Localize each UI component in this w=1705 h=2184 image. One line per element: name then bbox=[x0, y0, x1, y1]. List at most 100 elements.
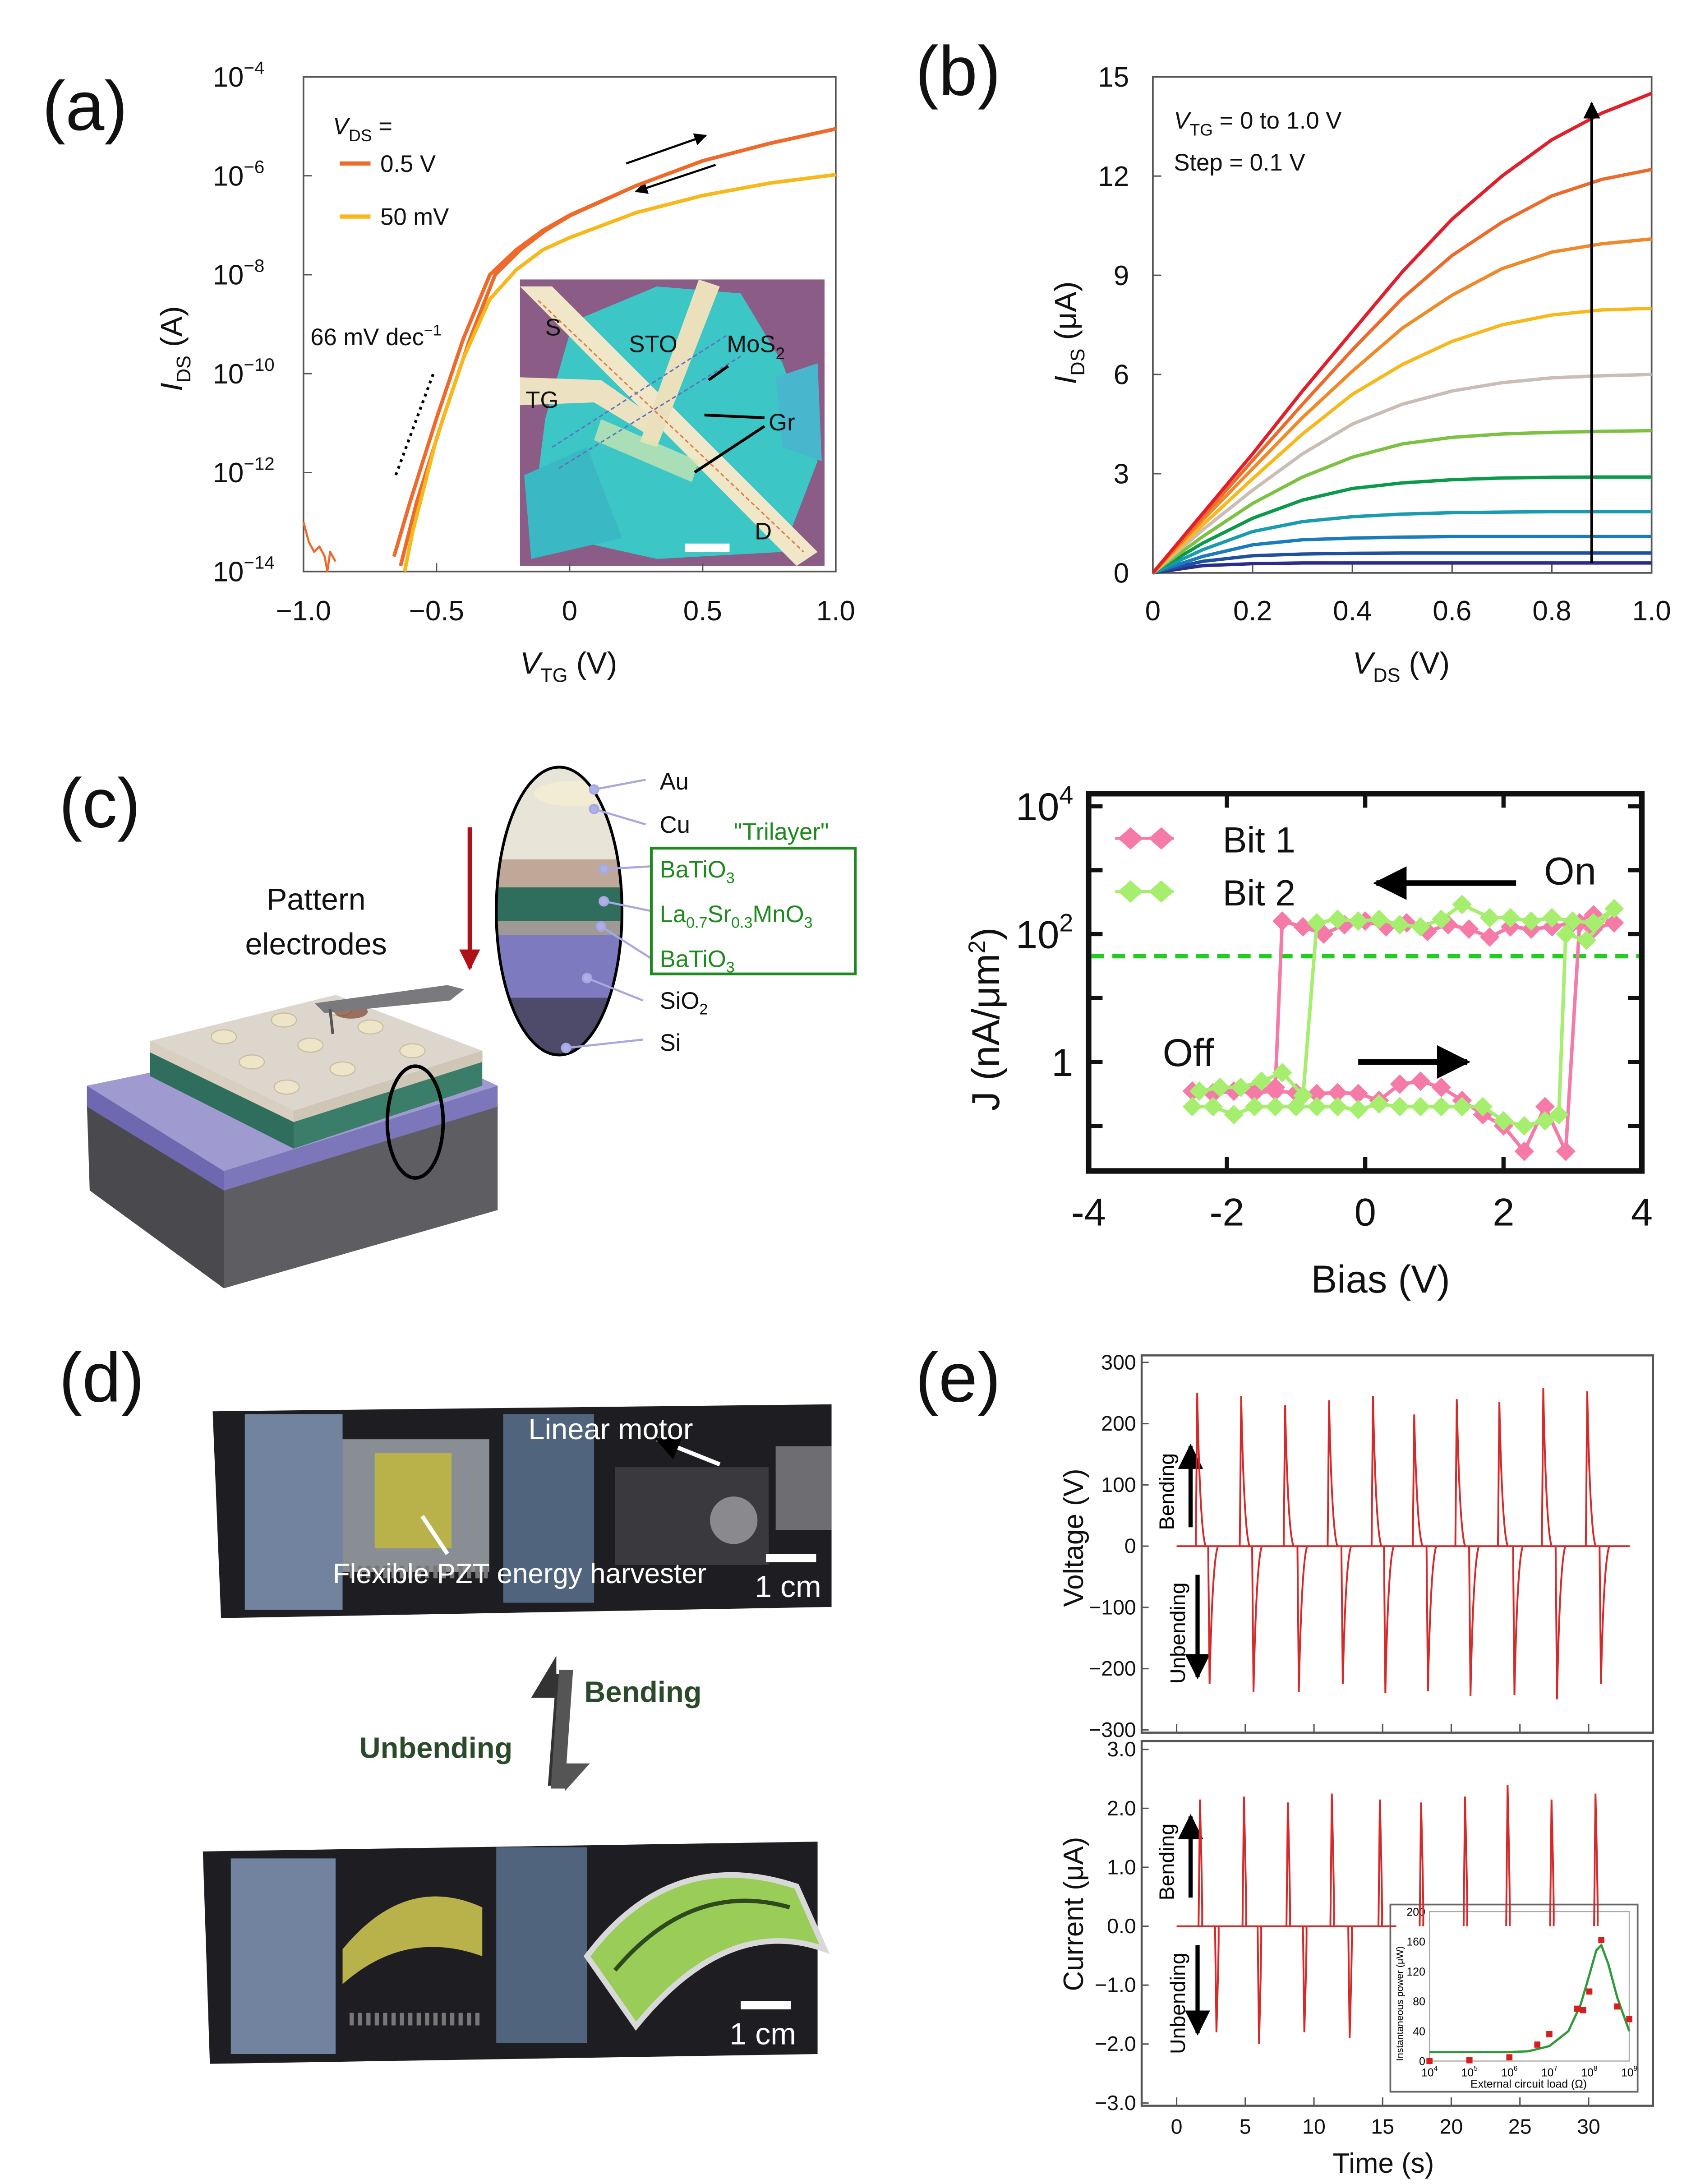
y-tick-label-a: 10−6 bbox=[212, 157, 264, 192]
x-tick-label-time: 5 bbox=[1240, 2115, 1251, 2138]
data-marker-bit-2 bbox=[1203, 1097, 1223, 1117]
series-line-b-7 bbox=[1152, 306, 1652, 574]
inset-data-point bbox=[1614, 2003, 1621, 2010]
y-tick-label-a: 10−10 bbox=[212, 355, 274, 390]
x-tick-label-c: 0 bbox=[1355, 1190, 1376, 1234]
series-line-b-10 bbox=[1152, 92, 1653, 574]
data-marker-bit-1 bbox=[1431, 1077, 1452, 1097]
unbending-label: Unbending bbox=[359, 1731, 513, 1764]
current-spike-positive bbox=[1329, 1793, 1335, 1926]
data-marker-bit-1 bbox=[1479, 927, 1500, 947]
data-marker-bit-2 bbox=[1410, 917, 1431, 937]
inset-x-axis-label: External circuit load (Ω) bbox=[1470, 2078, 1587, 2090]
data-marker-bit-2 bbox=[1265, 1097, 1286, 1117]
y-tick-label-current: −1.0 bbox=[1095, 1973, 1136, 1997]
layer-label-sio2: SiO2 bbox=[660, 988, 708, 1018]
scale-label-bottom: 1 cm bbox=[729, 2017, 796, 2051]
y-tick-label-c: 104 bbox=[1016, 781, 1073, 829]
inset-data-point bbox=[1574, 2005, 1581, 2012]
data-marker-bit-2 bbox=[1307, 913, 1327, 933]
series-line-b-0 bbox=[1152, 561, 1652, 575]
x-axis-label-a: VTG (V) bbox=[520, 646, 617, 687]
current-spike-positive bbox=[1593, 1793, 1599, 1926]
afm-cantilever bbox=[314, 985, 464, 1013]
scale-label-top: 1 cm bbox=[755, 1570, 821, 1604]
sio2-layer-right bbox=[224, 1085, 498, 1191]
y-tick-label-b: 15 bbox=[1098, 62, 1129, 93]
voltage-spike-positive bbox=[1497, 1402, 1509, 1547]
chart-e: Voltage (V) Current (μA) Time (s) Bendin… bbox=[1058, 1350, 1654, 2179]
voltage-spike-positive bbox=[1195, 1393, 1207, 1547]
current-spike-negative bbox=[1214, 1926, 1220, 2032]
series-line-b-1 bbox=[1152, 551, 1652, 575]
x-tick-label-c: -4 bbox=[1071, 1190, 1106, 1234]
voltage-spike-positive bbox=[1239, 1396, 1251, 1547]
chart-c: Bit 1 Bit 2 On Off Bias (V) J (nA/μm2) -… bbox=[964, 781, 1653, 1301]
pattern-electrodes-line2: electrodes bbox=[245, 927, 387, 961]
current-spike-positive bbox=[1378, 1799, 1383, 1926]
slope-guide-line bbox=[394, 373, 435, 476]
data-marker-bit-2 bbox=[1224, 1104, 1244, 1125]
legend-label-bit2: Bit 2 bbox=[1223, 873, 1295, 914]
layer-label-batio3-top: BaTiO3 bbox=[660, 856, 735, 887]
inset-label-gr: Gr bbox=[769, 409, 795, 436]
layer-label-cu: Cu bbox=[660, 812, 690, 838]
data-marker-bit-2 bbox=[1431, 910, 1452, 929]
photo-d: Linear motor Flexible PZT energy harvest… bbox=[203, 1404, 832, 2064]
series-line-a-50mV bbox=[403, 173, 836, 572]
inset-x-tick-label: 107 bbox=[1541, 2065, 1558, 2079]
y-tick-label-voltage: 200 bbox=[1101, 1412, 1136, 1435]
data-marker-bit-1 bbox=[1348, 1084, 1369, 1104]
voltage-spike-negative bbox=[1554, 1546, 1567, 1699]
y-tick-label-voltage: 0 bbox=[1124, 1534, 1136, 1558]
inset-data-point bbox=[1426, 2058, 1433, 2064]
device-schematic-c: Pattern electrodes Au Cu "Trilayer" BaTi… bbox=[87, 766, 857, 1288]
data-marker-bit-1 bbox=[1459, 919, 1479, 939]
inset-data-point bbox=[1534, 2041, 1541, 2048]
x-tick-label-c: 4 bbox=[1631, 1190, 1653, 1234]
data-marker-bit-1 bbox=[1604, 913, 1624, 933]
inset-data-point bbox=[1586, 1988, 1593, 1995]
legend-label-0.5v: 0.5 V bbox=[380, 151, 436, 177]
voltage-spike-positive bbox=[1370, 1396, 1382, 1547]
trilayer-label: "Trilayer" bbox=[734, 818, 829, 845]
x-tick-label-time: 15 bbox=[1371, 2115, 1394, 2138]
chart-a: S STO MoS2 TG Gr D VDS = 0.5 V 50 mV 66 … bbox=[154, 58, 855, 686]
current-spike-positive bbox=[1462, 1796, 1468, 1926]
x-tick-label-time: 25 bbox=[1508, 2115, 1532, 2138]
y-tick-label-voltage: 300 bbox=[1101, 1350, 1136, 1374]
power-inset: Instantaneous power (μW) External circui… bbox=[1389, 1903, 1639, 2093]
data-marker-bit-2 bbox=[1431, 1097, 1452, 1117]
panel-label-d: (d) bbox=[59, 1339, 144, 1417]
data-marker-bit-2 bbox=[1452, 1097, 1472, 1117]
unbending-label-voltage: Unbending bbox=[1166, 1583, 1189, 1684]
series-line-b-3 bbox=[1152, 510, 1652, 575]
data-marker-bit-2 bbox=[1604, 899, 1624, 919]
voltage-spike-negative bbox=[1383, 1546, 1395, 1693]
inset-y-tick-label: 80 bbox=[1413, 1996, 1425, 2008]
bending-label-current: Bending bbox=[1155, 1824, 1178, 1900]
x-axis-label-time: Time (s) bbox=[1333, 2148, 1434, 2179]
y-tick-label-c: 102 bbox=[1016, 909, 1073, 956]
inset-data-point bbox=[1546, 2031, 1553, 2037]
off-state-label: Off bbox=[1163, 1031, 1215, 1075]
trilayer-box bbox=[650, 846, 857, 975]
x-tick-label-a: −0.5 bbox=[409, 596, 464, 627]
series-line-b-4 bbox=[1152, 475, 1652, 575]
bending-label: Bending bbox=[584, 1675, 701, 1708]
voltage-spike-positive bbox=[1327, 1400, 1338, 1547]
panel-label-b: (b) bbox=[915, 32, 1000, 110]
plot-frame-voltage bbox=[1140, 1354, 1654, 1734]
current-spike-positive bbox=[1419, 1802, 1424, 1926]
inset-y-tick-label: 120 bbox=[1407, 1966, 1425, 1978]
y-axis-label-c: J (nA/μm2) bbox=[964, 927, 1008, 1111]
inset-label-sto: STO bbox=[629, 331, 677, 358]
data-marker-bit-2 bbox=[1514, 1116, 1534, 1136]
y-tick-label-current: 0.0 bbox=[1107, 1914, 1136, 1938]
reverse-sweep-arrow bbox=[635, 164, 716, 194]
x-tick-label-a: 0.5 bbox=[683, 596, 722, 627]
panel-label-e: (e) bbox=[915, 1339, 1000, 1417]
afm-tip bbox=[328, 1008, 334, 1034]
x-axis-label-c: Bias (V) bbox=[1311, 1257, 1450, 1301]
legend-label-bit1: Bit 1 bbox=[1223, 820, 1295, 860]
